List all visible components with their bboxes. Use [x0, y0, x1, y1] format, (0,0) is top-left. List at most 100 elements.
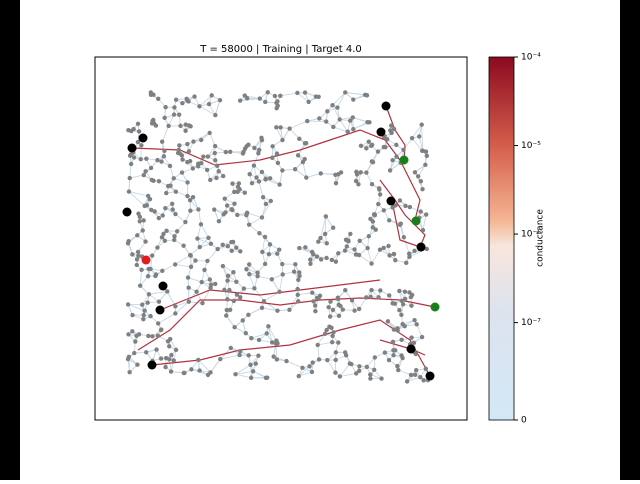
- node: [191, 166, 195, 170]
- node: [354, 179, 358, 183]
- node: [331, 330, 335, 334]
- edge: [175, 255, 190, 264]
- node: [399, 222, 403, 226]
- node: [242, 286, 246, 290]
- edge: [175, 264, 191, 266]
- node: [197, 368, 201, 372]
- node: [188, 253, 192, 257]
- terminal-node: [400, 156, 409, 165]
- node: [292, 270, 296, 274]
- node: [341, 307, 345, 311]
- node: [331, 225, 335, 229]
- edge: [272, 279, 280, 292]
- node: [150, 178, 154, 182]
- node: [206, 373, 210, 377]
- node: [230, 249, 234, 253]
- node: [276, 161, 280, 165]
- node: [252, 163, 256, 167]
- node: [189, 367, 193, 371]
- node: [163, 105, 167, 109]
- node: [392, 127, 396, 131]
- node: [141, 228, 145, 232]
- node: [241, 150, 245, 154]
- node: [337, 303, 341, 307]
- node: [374, 228, 378, 232]
- node: [195, 236, 199, 240]
- node: [194, 289, 198, 293]
- node: [216, 169, 220, 173]
- node: [417, 134, 421, 138]
- node: [403, 289, 407, 293]
- network: [123, 90, 440, 384]
- node: [266, 90, 270, 94]
- node: [333, 370, 337, 374]
- node: [275, 251, 279, 255]
- node: [421, 228, 425, 232]
- node: [262, 299, 266, 303]
- node: [164, 191, 168, 195]
- node: [172, 112, 176, 116]
- node: [337, 117, 341, 121]
- node: [415, 322, 419, 326]
- edge: [140, 270, 141, 286]
- node: [244, 331, 248, 335]
- node: [395, 364, 399, 368]
- node: [200, 301, 204, 305]
- node: [187, 149, 191, 153]
- node: [273, 94, 277, 98]
- node: [207, 131, 211, 135]
- node: [274, 125, 278, 129]
- node: [196, 358, 200, 362]
- node: [296, 293, 300, 297]
- node: [274, 338, 278, 342]
- node: [170, 202, 174, 206]
- colorbar-tick-label: 10⁻⁵: [521, 141, 541, 151]
- node: [232, 325, 236, 329]
- edge: [162, 126, 168, 142]
- node: [391, 340, 395, 344]
- node: [234, 280, 238, 284]
- node: [348, 232, 352, 236]
- node: [206, 154, 210, 158]
- node: [418, 375, 422, 379]
- node: [148, 267, 152, 271]
- edge: [198, 209, 201, 224]
- node: [156, 97, 160, 101]
- node: [409, 295, 413, 299]
- node: [297, 246, 301, 250]
- node: [141, 317, 145, 321]
- node: [425, 154, 429, 158]
- node: [144, 157, 148, 161]
- node: [394, 154, 398, 158]
- node: [130, 313, 134, 317]
- node: [237, 353, 241, 357]
- node: [196, 161, 200, 165]
- terminal-node: [128, 144, 137, 153]
- node: [127, 355, 131, 359]
- node: [378, 288, 382, 292]
- node: [226, 244, 230, 248]
- node: [140, 302, 144, 306]
- node: [247, 272, 251, 276]
- node: [249, 376, 253, 380]
- node: [246, 313, 250, 317]
- node: [345, 130, 349, 134]
- node: [343, 90, 347, 94]
- node: [330, 258, 334, 262]
- node: [166, 124, 170, 128]
- node: [218, 98, 222, 102]
- node: [287, 308, 291, 312]
- node: [229, 207, 233, 211]
- node: [137, 129, 141, 133]
- node: [423, 163, 427, 167]
- node: [419, 179, 423, 183]
- node: [307, 364, 311, 368]
- edge: [404, 237, 409, 253]
- node: [331, 308, 335, 312]
- node: [252, 146, 256, 150]
- node: [297, 137, 301, 141]
- node: [313, 303, 317, 307]
- node: [130, 252, 134, 256]
- node: [378, 192, 382, 196]
- edge: [158, 313, 175, 323]
